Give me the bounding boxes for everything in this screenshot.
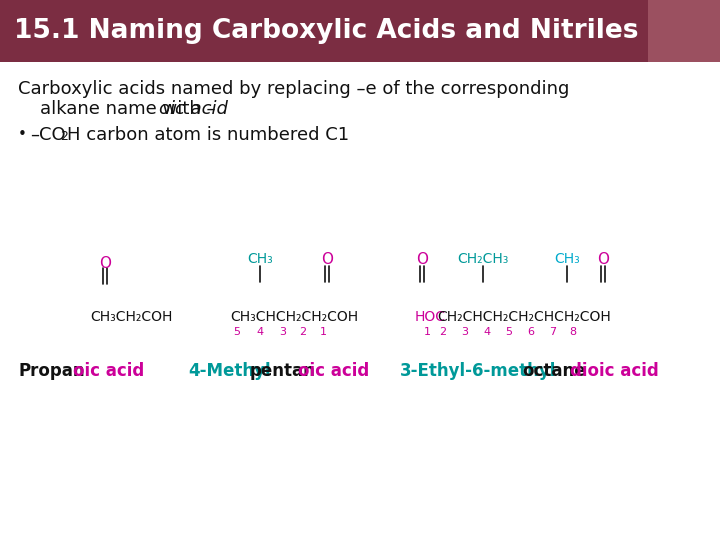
Text: 1: 1 bbox=[320, 327, 326, 337]
Text: alkane name with –: alkane name with – bbox=[40, 100, 215, 118]
Text: Carboxylic acids named by replacing –e of the corresponding: Carboxylic acids named by replacing –e o… bbox=[18, 80, 570, 98]
Text: oic acid: oic acid bbox=[159, 100, 228, 118]
Text: O: O bbox=[99, 256, 111, 271]
Text: 5: 5 bbox=[505, 327, 513, 337]
Text: CH₃CH₂COH: CH₃CH₂COH bbox=[90, 310, 172, 324]
Text: O: O bbox=[416, 252, 428, 267]
Text: CH₂CHCH₂CH₂CHCH₂COH: CH₂CHCH₂CH₂CHCH₂COH bbox=[437, 310, 611, 324]
Text: oic acid: oic acid bbox=[298, 362, 369, 380]
Text: 2: 2 bbox=[60, 130, 68, 143]
Text: 15.1 Naming Carboxylic Acids and Nitriles: 15.1 Naming Carboxylic Acids and Nitrile… bbox=[14, 18, 639, 44]
Text: oic acid: oic acid bbox=[73, 362, 144, 380]
Text: 7: 7 bbox=[549, 327, 557, 337]
Text: 8: 8 bbox=[570, 327, 577, 337]
Text: O: O bbox=[597, 252, 609, 267]
Text: CH₂CH₃: CH₂CH₃ bbox=[457, 252, 509, 266]
Text: octane: octane bbox=[522, 362, 585, 380]
Text: 6: 6 bbox=[528, 327, 534, 337]
Text: 3: 3 bbox=[462, 327, 469, 337]
Text: H carbon atom is numbered C1: H carbon atom is numbered C1 bbox=[67, 126, 349, 144]
Text: •: • bbox=[18, 127, 27, 142]
Text: CH₃: CH₃ bbox=[554, 252, 580, 266]
Text: O: O bbox=[321, 252, 333, 267]
Bar bbox=[0, 0, 720, 62]
Text: HOC: HOC bbox=[415, 310, 446, 324]
Text: CH₃CHCH₂CH₂COH: CH₃CHCH₂CH₂COH bbox=[230, 310, 358, 324]
Text: CH₃: CH₃ bbox=[247, 252, 273, 266]
Text: 4: 4 bbox=[256, 327, 264, 337]
Text: 3-Ethyl-6-methyl: 3-Ethyl-6-methyl bbox=[400, 362, 557, 380]
Text: Propan: Propan bbox=[18, 362, 85, 380]
Text: 5: 5 bbox=[233, 327, 240, 337]
Text: 4: 4 bbox=[483, 327, 490, 337]
Text: pentan: pentan bbox=[250, 362, 316, 380]
Bar bbox=[648, 0, 720, 62]
Text: 3: 3 bbox=[279, 327, 287, 337]
Text: 1: 1 bbox=[423, 327, 431, 337]
Text: 4-Methyl: 4-Methyl bbox=[188, 362, 271, 380]
Text: dioic acid: dioic acid bbox=[570, 362, 659, 380]
Text: 2: 2 bbox=[300, 327, 307, 337]
Text: –CO: –CO bbox=[30, 126, 66, 144]
Text: 2: 2 bbox=[439, 327, 446, 337]
